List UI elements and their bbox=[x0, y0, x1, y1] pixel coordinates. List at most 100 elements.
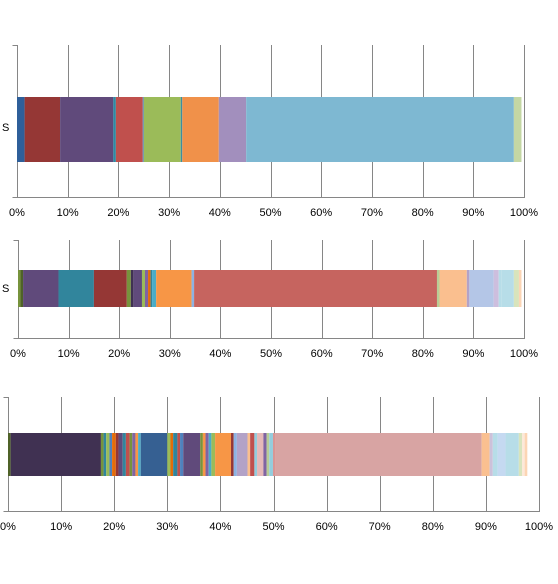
bar-segment-33 bbox=[250, 433, 255, 476]
tick-label-80: 80% bbox=[412, 207, 434, 219]
bar-segment-48 bbox=[524, 433, 528, 476]
bar-segment-46 bbox=[518, 433, 523, 476]
tick-label-10: 10% bbox=[57, 207, 79, 219]
bar-segment-17 bbox=[167, 433, 171, 476]
tick-label-50: 50% bbox=[259, 207, 281, 219]
bar-segment-23 bbox=[200, 433, 203, 476]
tick-label-0: 0% bbox=[9, 207, 25, 219]
bar-segment-3 bbox=[100, 433, 104, 476]
tick-label-90: 90% bbox=[462, 348, 484, 360]
tick-label-30: 30% bbox=[156, 521, 178, 533]
tick-label-70: 70% bbox=[369, 521, 391, 533]
bar-segment-9 bbox=[182, 97, 219, 162]
tick-label-100: 100% bbox=[525, 521, 553, 533]
tick-label-40: 40% bbox=[209, 521, 231, 533]
chart-3: 0% 10% 20% 30% 40% 50% 60% 70% 80% 90% 100% bbox=[0, 397, 553, 533]
bar-segment-10 bbox=[218, 97, 247, 162]
tick-label-90: 90% bbox=[475, 521, 497, 533]
bar-segment-43 bbox=[492, 433, 498, 476]
bar-segment-30 bbox=[233, 433, 237, 476]
bar-segment-18 bbox=[439, 270, 467, 307]
bar-segment-40 bbox=[275, 433, 482, 476]
tick-label-50: 50% bbox=[260, 348, 282, 360]
bar-segment-14 bbox=[156, 270, 192, 307]
tick-label-100: 100% bbox=[510, 207, 538, 219]
bar-segment-1 bbox=[18, 270, 21, 307]
bar-segment-22 bbox=[183, 433, 201, 476]
bar-segment-29 bbox=[231, 433, 234, 476]
bar-segment-27 bbox=[211, 433, 216, 476]
bar-segment-12 bbox=[513, 97, 522, 162]
bar-segment-24 bbox=[513, 270, 519, 307]
bar-segment-21 bbox=[180, 433, 184, 476]
bar-segment-5 bbox=[115, 97, 143, 162]
bar-segment-26 bbox=[208, 433, 212, 476]
bar-segment-42 bbox=[489, 433, 493, 476]
bar-segment-34 bbox=[254, 433, 258, 476]
tick-label-50: 50% bbox=[262, 521, 284, 533]
bar-segment-15 bbox=[191, 270, 195, 307]
bar-segment-18 bbox=[170, 433, 174, 476]
tick-label-20: 20% bbox=[107, 207, 129, 219]
tick-label-0: 0% bbox=[0, 521, 16, 533]
tick-label-40: 40% bbox=[209, 207, 231, 219]
bar-segment-44 bbox=[497, 433, 506, 476]
bar-segment-41 bbox=[481, 433, 490, 476]
bar-segment-5 bbox=[93, 270, 127, 307]
category-label: S bbox=[2, 283, 9, 295]
bar-segment-25 bbox=[205, 433, 209, 476]
bar-segment-11 bbox=[148, 270, 151, 307]
tick-label-0: 0% bbox=[10, 348, 26, 360]
bar-segment-20 bbox=[469, 270, 494, 307]
bar-segment-38 bbox=[269, 433, 273, 476]
tick-label-40: 40% bbox=[209, 348, 231, 360]
bar-segment-4 bbox=[58, 270, 94, 307]
bar-segment-4 bbox=[113, 97, 116, 162]
category-label: S bbox=[2, 122, 9, 134]
bar-segment-1 bbox=[8, 433, 11, 476]
bar-segment-20 bbox=[177, 433, 181, 476]
bar-segment-36 bbox=[263, 433, 267, 476]
bar-segment-8 bbox=[180, 97, 183, 162]
tick-label-90: 90% bbox=[462, 207, 484, 219]
bar-segment-12 bbox=[150, 270, 153, 307]
tick-label-80: 80% bbox=[422, 521, 444, 533]
bar-segment-35 bbox=[257, 433, 264, 476]
tick-label-30: 30% bbox=[159, 348, 181, 360]
bar-segment-10 bbox=[145, 270, 149, 307]
bar-segment-16 bbox=[194, 270, 437, 307]
bar-segment-21 bbox=[493, 270, 499, 307]
bar-segment-22 bbox=[498, 270, 502, 307]
bar-segment-4 bbox=[103, 433, 107, 476]
bar-segment-14 bbox=[135, 433, 139, 476]
bar-segment-2 bbox=[20, 270, 24, 307]
bar-segment-19 bbox=[466, 270, 470, 307]
tick-label-20: 20% bbox=[108, 348, 130, 360]
bar-segment-10 bbox=[122, 433, 126, 476]
bar-segment-11 bbox=[246, 97, 514, 162]
tick-label-30: 30% bbox=[158, 207, 180, 219]
bar-segment-11 bbox=[125, 433, 130, 476]
tick-label-10: 10% bbox=[50, 521, 72, 533]
bar-segment-6 bbox=[109, 433, 113, 476]
tick-label-20: 20% bbox=[103, 521, 125, 533]
bar-segment-25 bbox=[518, 270, 522, 307]
bar-segment-9 bbox=[118, 433, 123, 476]
bar-segment-37 bbox=[266, 433, 270, 476]
bar-segment-3 bbox=[60, 97, 114, 162]
chart-2: 0% 10% 20% 30% 40% 50% 60% 70% 80% 90% 100% S bbox=[2, 240, 538, 360]
bar-segment-13 bbox=[152, 270, 157, 307]
bar-segment-8 bbox=[133, 270, 142, 307]
bar-segment-45 bbox=[505, 433, 519, 476]
tick-label-100: 100% bbox=[510, 348, 538, 360]
chart-1: 0% 10% 20% 30% 40% 50% 60% 70% 80% 90% 100% S bbox=[2, 45, 538, 219]
bar-segment-7 bbox=[143, 97, 181, 162]
bar-segment-31 bbox=[236, 433, 248, 476]
bar-segment-17 bbox=[436, 270, 440, 307]
bar-segment-12 bbox=[129, 433, 133, 476]
bar-segment-23 bbox=[501, 270, 514, 307]
bar-segment-6 bbox=[142, 97, 144, 162]
tick-label-80: 80% bbox=[412, 348, 434, 360]
bar-segment-47 bbox=[522, 433, 525, 476]
bar-segment-7 bbox=[130, 270, 134, 307]
